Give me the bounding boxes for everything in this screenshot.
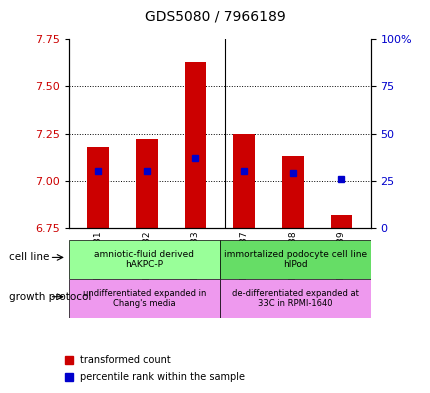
Bar [219, 240, 370, 279]
Bar [281, 156, 303, 228]
Bar [330, 215, 352, 228]
Text: transformed count: transformed count [80, 354, 170, 365]
Bar [219, 279, 370, 318]
Bar [184, 62, 206, 228]
Text: GDS5080 / 7966189: GDS5080 / 7966189 [145, 10, 285, 24]
Text: immortalized podocyte cell line
hIPod: immortalized podocyte cell line hIPod [223, 250, 366, 269]
Text: cell line: cell line [9, 252, 49, 263]
Bar [69, 279, 219, 318]
Bar [87, 147, 109, 228]
Bar [233, 134, 255, 228]
Text: undifferentiated expanded in
Chang's media: undifferentiated expanded in Chang's med… [83, 289, 206, 309]
Text: growth protocol: growth protocol [9, 292, 91, 302]
Text: amniotic-fluid derived
hAKPC-P: amniotic-fluid derived hAKPC-P [94, 250, 194, 269]
Bar [135, 139, 157, 228]
Text: de-differentiated expanded at
33C in RPMI-1640: de-differentiated expanded at 33C in RPM… [231, 289, 358, 309]
Text: percentile rank within the sample: percentile rank within the sample [80, 372, 244, 382]
Bar [69, 240, 219, 279]
